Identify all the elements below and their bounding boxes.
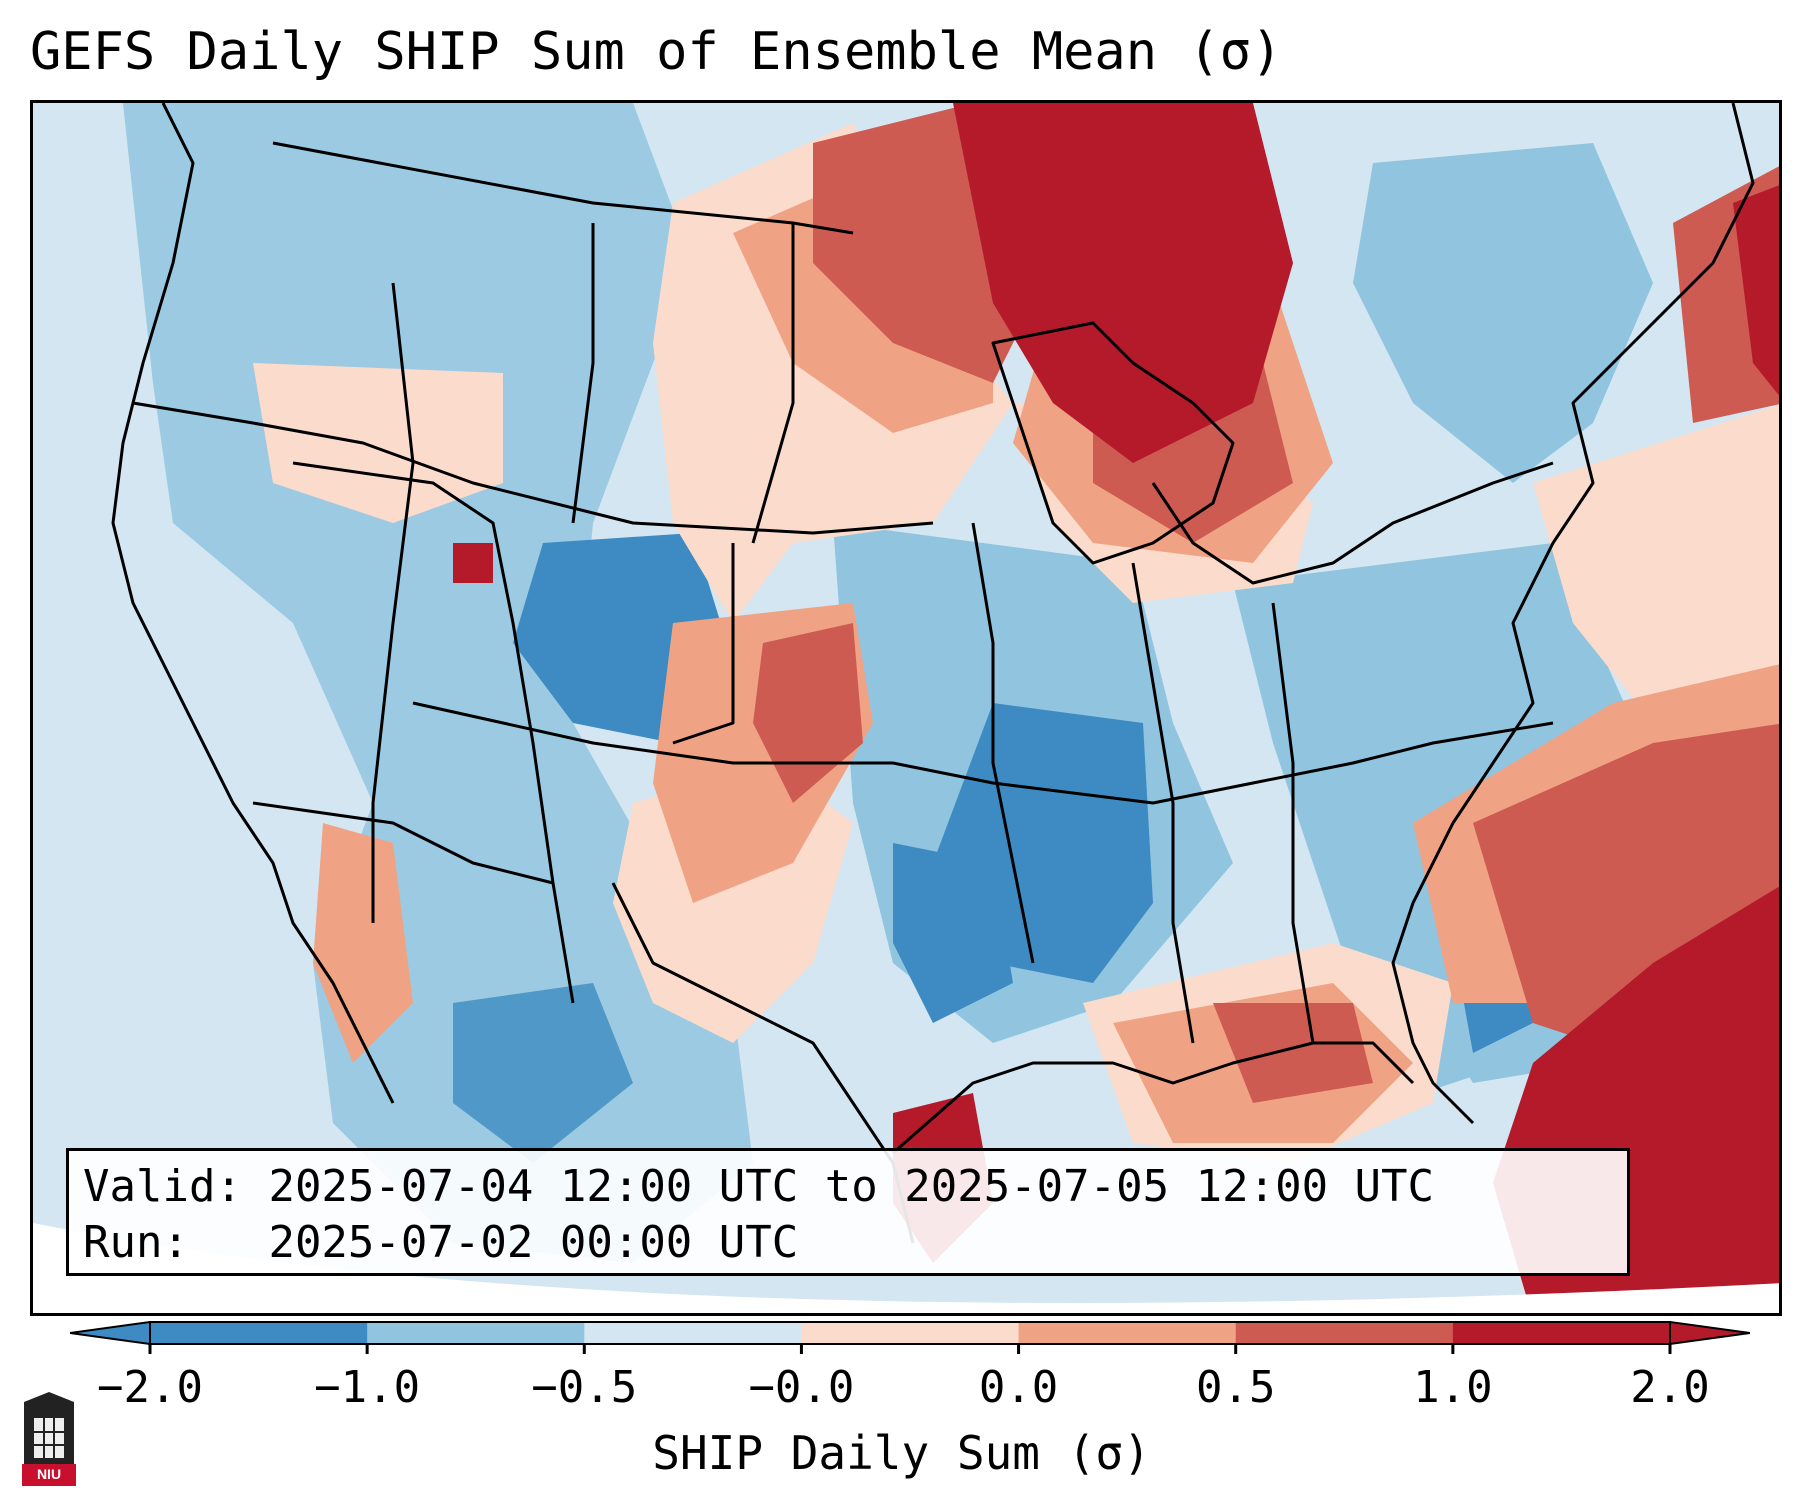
colorbar-segment xyxy=(1452,1322,1671,1344)
figure-title: GEFS Daily SHIP Sum of Ensemble Mean (σ) xyxy=(30,22,1283,82)
colorbar-extend-high xyxy=(1669,1320,1750,1346)
colorbar-tick-label: −1.0 xyxy=(314,1362,421,1413)
run-row: Run: 2025-07-02 00:00 UTC xyxy=(83,1215,1613,1271)
colorbar-tick-label: 1.0 xyxy=(1413,1362,1493,1413)
run-value: 2025-07-02 00:00 UTC xyxy=(268,1217,799,1268)
valid-row: Valid: 2025-07-04 12:00 UTC to 2025-07-0… xyxy=(83,1159,1613,1215)
run-label: Run: xyxy=(83,1217,189,1268)
valid-value: 2025-07-04 12:00 UTC to 2025-07-05 12:00… xyxy=(268,1161,1435,1212)
colorbar xyxy=(70,1320,1750,1354)
valid-run-info-box: Valid: 2025-07-04 12:00 UTC to 2025-07-0… xyxy=(66,1148,1630,1276)
colorbar-segment xyxy=(1018,1322,1237,1344)
colorbar-tick-label: −2.0 xyxy=(97,1362,203,1413)
valid-label: Valid: xyxy=(83,1161,242,1212)
colorbar-tick-label: 0.5 xyxy=(1195,1362,1276,1413)
colorbar-tick-label: −0.5 xyxy=(531,1362,638,1413)
map-canvas xyxy=(33,103,1779,1313)
colorbar-segment xyxy=(367,1322,585,1344)
colorbar-tick-label: 2.0 xyxy=(1630,1362,1710,1413)
colorbar-segment xyxy=(150,1322,368,1344)
colorbar-label: SHIP Daily Sum (σ) xyxy=(652,1426,1151,1480)
niu-logo-icon: NIU xyxy=(20,1392,78,1486)
colorbar-extend-low xyxy=(70,1320,151,1346)
colorbar-tick-label: 0.0 xyxy=(978,1362,1059,1413)
colorbar-tick-label: −0.0 xyxy=(748,1362,855,1413)
logo-text: NIU xyxy=(36,1466,62,1482)
colorbar-segment xyxy=(1235,1322,1454,1344)
map-panel xyxy=(30,100,1782,1316)
colorbar-segment xyxy=(801,1322,1020,1344)
colorbar-segment xyxy=(584,1322,802,1344)
